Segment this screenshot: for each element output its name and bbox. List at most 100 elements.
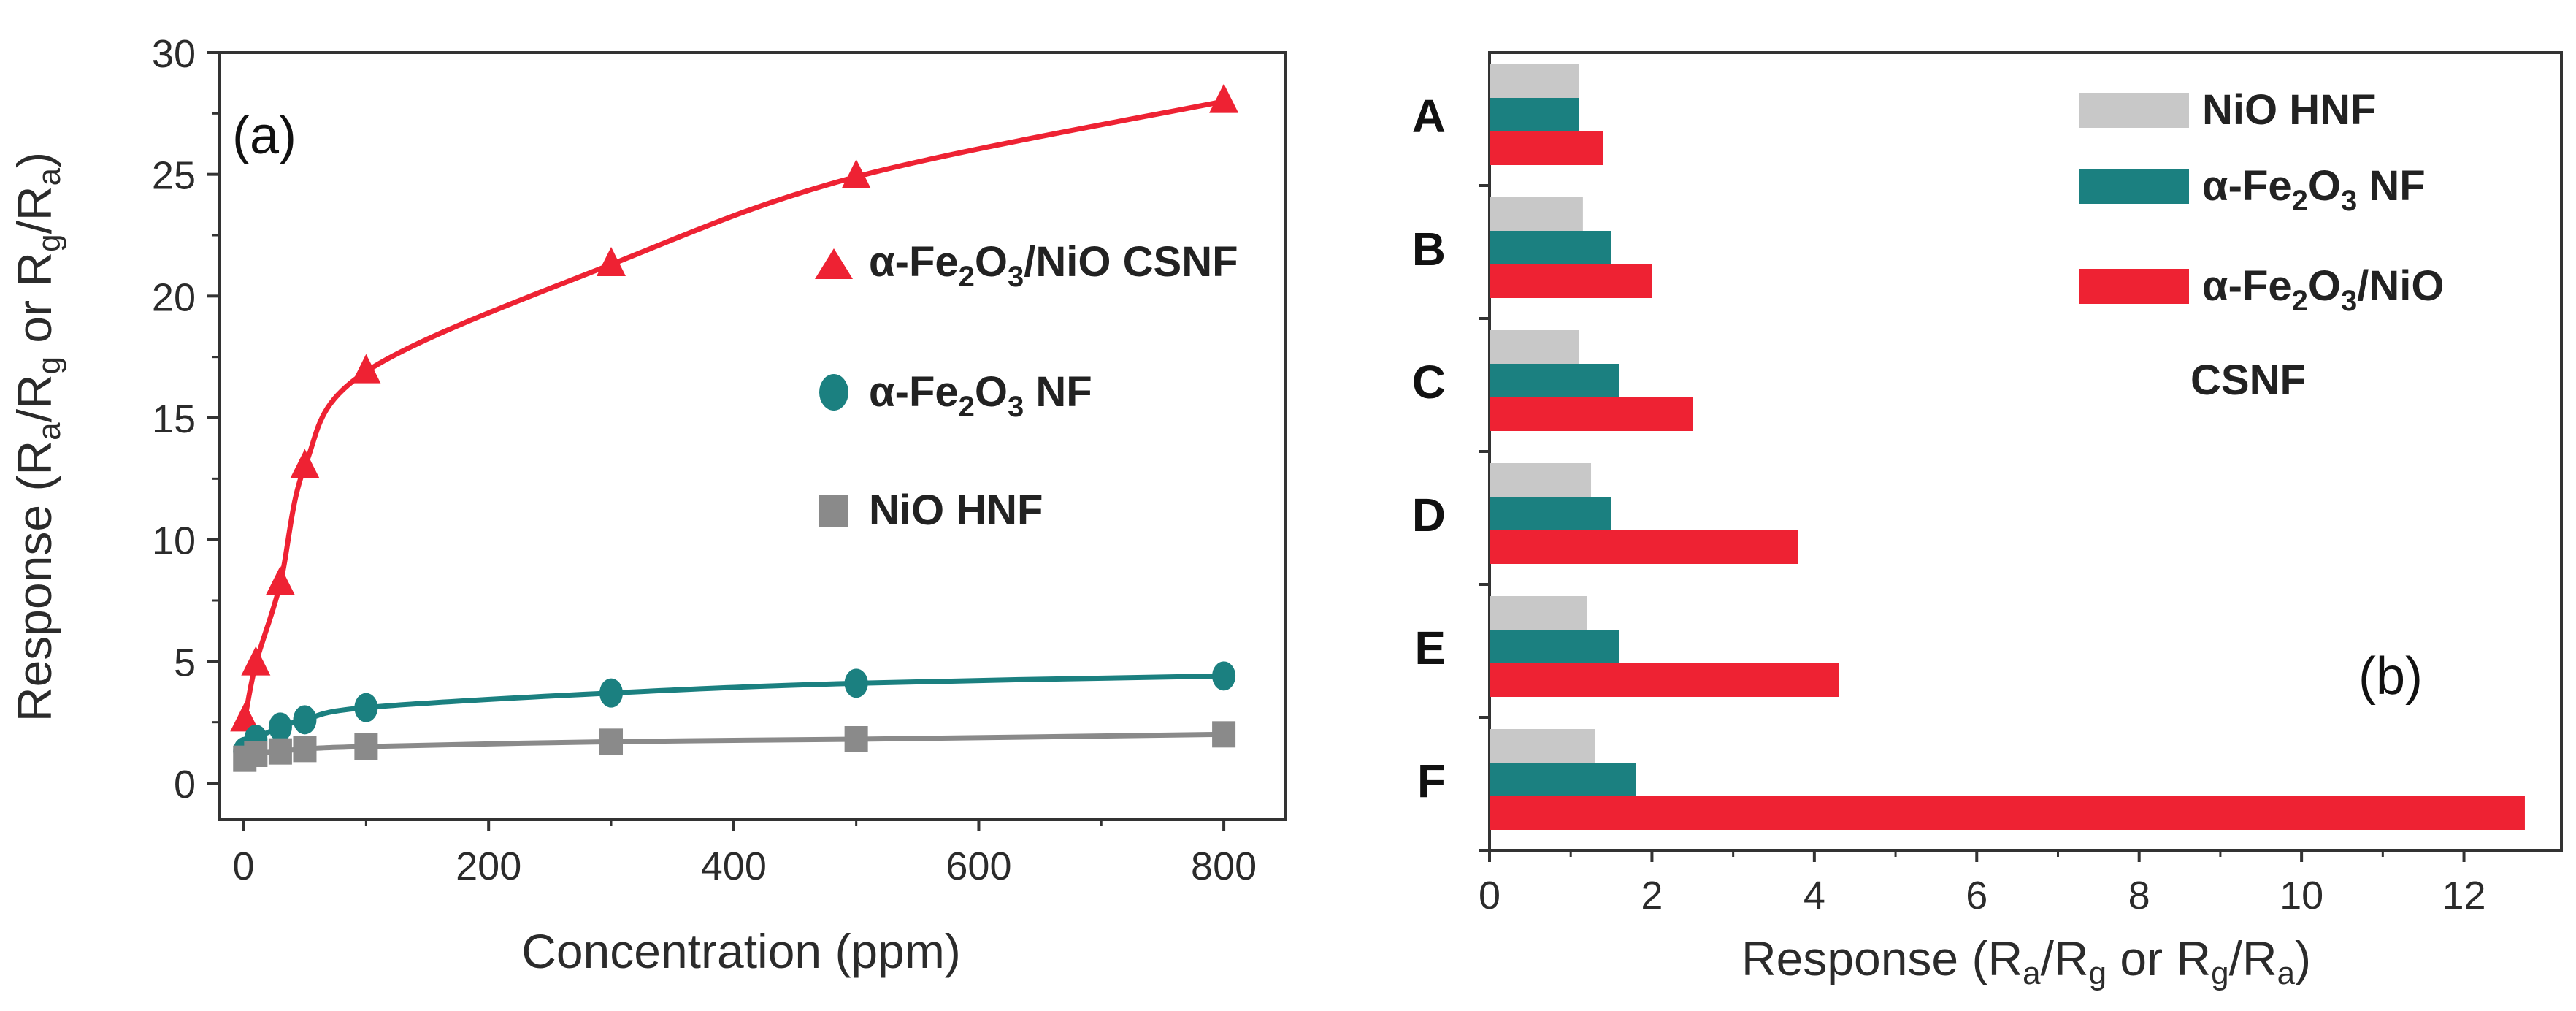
- legend-entry-nio-hnf: NiO HNF: [2079, 86, 2376, 134]
- legend-entry-fe2o3-nf: α-Fe2O3 NF: [819, 368, 1092, 423]
- y-tick-label: 15: [152, 397, 196, 441]
- x-tick-label: 10: [2280, 874, 2323, 917]
- panel-a-x-axis: 0 200 400 600 800: [233, 820, 1257, 888]
- panel-a-x-axis-title: Concentration (ppm): [521, 924, 961, 978]
- data-point-triangle: [230, 702, 260, 732]
- y-tick-label: 30: [152, 32, 196, 76]
- x-tick-label: 0: [233, 844, 255, 888]
- bar-F-2: [1490, 796, 2525, 830]
- panel-b-label: (b): [2358, 647, 2423, 706]
- y-tick-label: 5: [174, 641, 196, 684]
- data-point-square: [354, 733, 378, 760]
- data-point-square: [268, 738, 292, 765]
- data-point-circle: [1212, 661, 1236, 691]
- legend-swatch-nio-hnf: [2079, 93, 2189, 128]
- legend-label-fe2o3-nio: α-Fe2O3/NiO: [2202, 262, 2445, 317]
- x-tick-label: 0: [1479, 874, 1500, 917]
- legend-swatch-fe2o3-nf: [2079, 169, 2189, 204]
- legend-label-fe2o3-nio-csnf: α-Fe2O3/NiO CSNF: [869, 238, 1238, 293]
- fit-curve-0: [242, 99, 1224, 721]
- legend-entry-nio-hnf: NiO HNF: [819, 487, 1043, 534]
- panel-b-bars: [1490, 64, 2525, 830]
- x-tick-label: 12: [2442, 874, 2486, 917]
- category-label: B: [1412, 223, 1446, 275]
- bar-C-2: [1490, 397, 1693, 431]
- legend-label-csnf: CSNF: [2190, 356, 2306, 404]
- panel-b-legend: NiO HNF α-Fe2O3 NF α-Fe2O3/NiO CSNF: [2079, 86, 2445, 404]
- data-point-triangle: [841, 159, 871, 188]
- bar-C-0: [1490, 330, 1579, 364]
- bar-F-0: [1490, 729, 1595, 763]
- panel-b-x-axis-title: Response (Ra/Rg or Rg/Ra): [1741, 931, 2311, 991]
- bar-A-2: [1490, 131, 1603, 165]
- x-tick-label: 6: [1966, 874, 1987, 917]
- bar-A-0: [1490, 64, 1579, 98]
- bar-E-1: [1490, 630, 1619, 663]
- panel-a-markers: [230, 83, 1239, 772]
- panel-a-fit-curves: [242, 99, 1224, 761]
- x-tick-label: 2: [1641, 874, 1663, 917]
- legend-swatch-fe2o3-nio-csnf: [2079, 269, 2189, 304]
- panel-a-y-axis: 0 5 10 15 20 25 30: [152, 32, 219, 806]
- bar-B-1: [1490, 231, 1611, 264]
- panel-a-label: (a): [232, 107, 296, 165]
- y-tick-label: 20: [152, 275, 196, 319]
- panel-b-y-axis: A B C D E F: [1412, 90, 1490, 852]
- bar-D-2: [1490, 530, 1798, 564]
- legend-circle-marker: [819, 374, 848, 411]
- legend-entry-fe2o3-nf: α-Fe2O3 NF: [2079, 162, 2426, 217]
- legend-label-fe2o3-nf: α-Fe2O3 NF: [2202, 162, 2426, 217]
- data-point-triangle: [265, 565, 295, 595]
- data-point-square: [244, 741, 268, 767]
- panel-a-y-axis-title: Response (Ra/Rg or Rg/Ra): [7, 152, 67, 722]
- data-point-square: [844, 726, 868, 752]
- data-point-circle: [293, 705, 317, 735]
- bar-C-1: [1490, 364, 1619, 397]
- data-point-circle: [599, 678, 624, 708]
- legend-label-fe2o3-nf: α-Fe2O3 NF: [869, 368, 1092, 423]
- data-point-triangle: [351, 354, 381, 384]
- bar-B-0: [1490, 197, 1583, 231]
- category-label: C: [1412, 356, 1446, 408]
- data-point-circle: [354, 693, 378, 722]
- bar-E-2: [1490, 663, 1839, 697]
- category-label: D: [1412, 489, 1446, 541]
- legend-square-marker: [819, 495, 848, 527]
- x-tick-label: 4: [1803, 874, 1825, 917]
- panel-a-plot-frame: [218, 51, 1287, 821]
- category-label: F: [1417, 755, 1446, 807]
- legend-entry-fe2o3-nio-csnf: α-Fe2O3/NiO CSNF: [2079, 262, 2445, 404]
- x-tick-label: 600: [946, 844, 1011, 888]
- x-tick-label: 800: [1191, 844, 1257, 888]
- bar-F-1: [1490, 763, 1636, 796]
- data-point-circle: [844, 668, 868, 698]
- data-point-square: [293, 736, 317, 763]
- data-point-triangle: [1209, 83, 1239, 113]
- bar-E-0: [1490, 596, 1587, 630]
- data-point-triangle: [241, 646, 271, 676]
- data-point-square: [1212, 721, 1236, 748]
- y-tick-label: 25: [152, 154, 196, 198]
- bar-D-1: [1490, 497, 1611, 530]
- bar-D-0: [1490, 463, 1592, 497]
- panel-a-legend: α-Fe2O3/NiO CSNF α-Fe2O3 NF NiO HNF: [815, 238, 1238, 534]
- legend-label-nio-hnf: NiO HNF: [869, 487, 1043, 534]
- category-label: A: [1412, 90, 1446, 142]
- bar-B-2: [1490, 264, 1652, 298]
- legend-triangle-marker: [815, 248, 853, 279]
- category-label: E: [1414, 622, 1446, 674]
- y-tick-label: 10: [152, 519, 196, 563]
- x-tick-label: 200: [456, 844, 521, 888]
- x-tick-label: 8: [2128, 874, 2150, 917]
- y-tick-label: 0: [174, 763, 196, 806]
- data-point-square: [599, 728, 624, 755]
- x-tick-label: 400: [701, 844, 767, 888]
- data-point-triangle: [290, 449, 320, 478]
- legend-label-nio-hnf: NiO HNF: [2202, 86, 2376, 134]
- fit-curve-2: [243, 731, 1224, 761]
- panel-a: 0 5 10 15 20 25 30 0 200 400 600 800 (a) α-Fe2O3/N…: [7, 32, 1287, 978]
- bar-A-1: [1490, 98, 1579, 131]
- data-point-circle: [268, 712, 292, 742]
- data-point-triangle: [597, 247, 626, 276]
